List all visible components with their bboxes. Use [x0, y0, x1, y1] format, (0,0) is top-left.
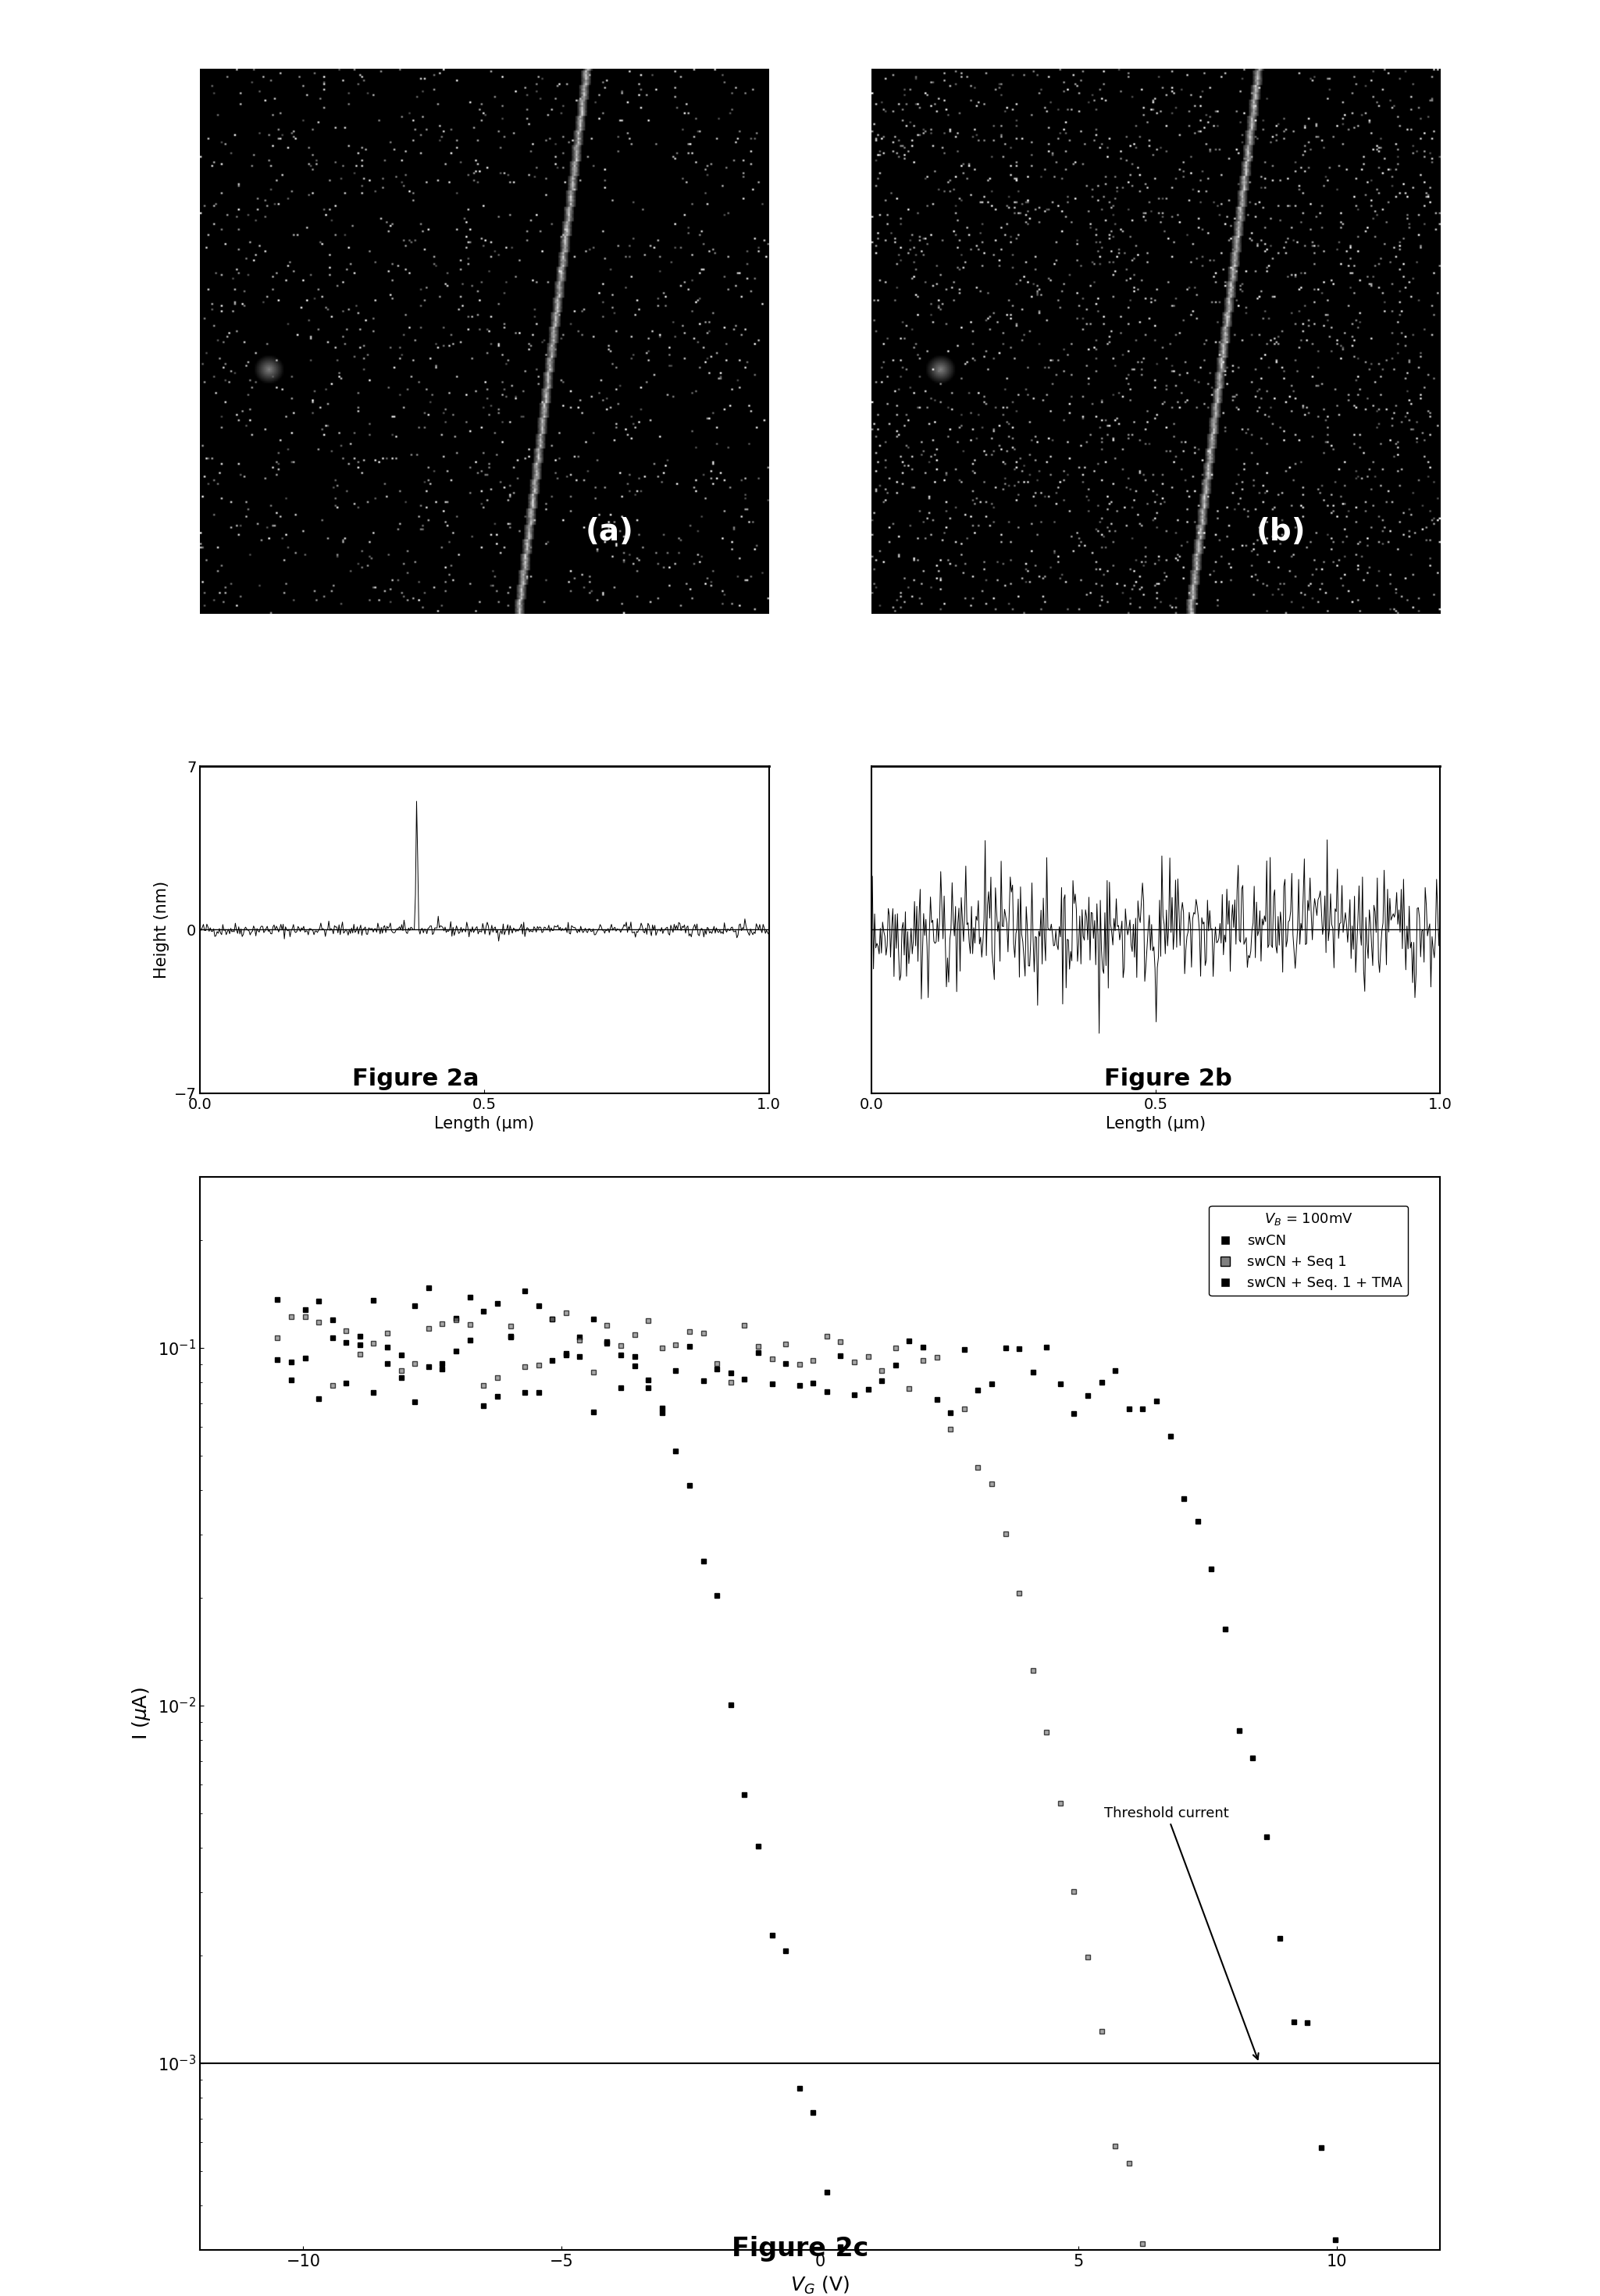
Line: swCN + Seq. 1 + TMA: swCN + Seq. 1 + TMA — [275, 1334, 1352, 2287]
swCN + Seq. 1 + TMA — [501, 1322, 520, 1350]
Text: Figure 2c: Figure 2c — [731, 2236, 869, 2262]
swCN + Seq. 1 + TMA — [1064, 1401, 1083, 1428]
swCN — [680, 1472, 699, 1499]
swCN + Seq 1 — [336, 1316, 355, 1343]
Text: Figure 2b: Figure 2b — [1104, 1068, 1232, 1091]
swCN — [776, 1938, 795, 1965]
swCN + Seq 1 — [818, 1322, 837, 1350]
swCN — [392, 1341, 411, 1368]
Text: (c): (c) — [1320, 1263, 1362, 1290]
swCN + Seq. 1 + TMA — [267, 1345, 286, 1373]
swCN + Seq 1 — [267, 1325, 286, 1352]
Y-axis label: Height (nm): Height (nm) — [154, 882, 170, 978]
swCN + Seq. 1 + TMA — [707, 1355, 726, 1382]
swCN + Seq 1 — [1270, 2273, 1290, 2296]
Text: (b): (b) — [1256, 517, 1306, 546]
swCN — [557, 1341, 576, 1368]
swCN + Seq 1 — [1298, 2285, 1317, 2296]
X-axis label: Length (μm): Length (μm) — [1106, 1116, 1206, 1132]
swCN — [419, 1274, 438, 1302]
Line: swCN: swCN — [275, 1286, 1352, 2296]
swCN + Seq. 1 + TMA — [899, 1327, 918, 1355]
swCN — [886, 2280, 906, 2296]
swCN — [1339, 2273, 1358, 2296]
Text: Threshold current: Threshold current — [1104, 1807, 1259, 2060]
Y-axis label: I ($\mu$A): I ($\mu$A) — [131, 1688, 152, 1740]
X-axis label: $V_G$ (V): $V_G$ (V) — [790, 2275, 850, 2296]
swCN + Seq. 1 + TMA — [1339, 2271, 1358, 2296]
Legend: swCN, swCN + Seq 1, swCN + Seq. 1 + TMA: swCN, swCN + Seq 1, swCN + Seq. 1 + TMA — [1210, 1205, 1408, 1295]
Line: swCN + Seq 1: swCN + Seq 1 — [275, 1311, 1310, 2296]
swCN + Seq 1 — [446, 1306, 466, 1334]
Text: Figure 2a: Figure 2a — [352, 1068, 480, 1091]
swCN — [707, 1582, 726, 1609]
swCN + Seq 1 — [557, 1300, 576, 1327]
swCN + Seq 1 — [584, 1357, 603, 1384]
swCN — [722, 1692, 741, 1720]
Text: (a): (a) — [586, 517, 634, 546]
swCN + Seq 1 — [597, 1311, 616, 1339]
swCN + Seq. 1 + TMA — [722, 1359, 741, 1387]
X-axis label: Length (μm): Length (μm) — [434, 1116, 534, 1132]
swCN + Seq. 1 + TMA — [570, 1343, 589, 1371]
swCN + Seq. 1 + TMA — [542, 1348, 562, 1375]
swCN — [267, 1286, 286, 1313]
